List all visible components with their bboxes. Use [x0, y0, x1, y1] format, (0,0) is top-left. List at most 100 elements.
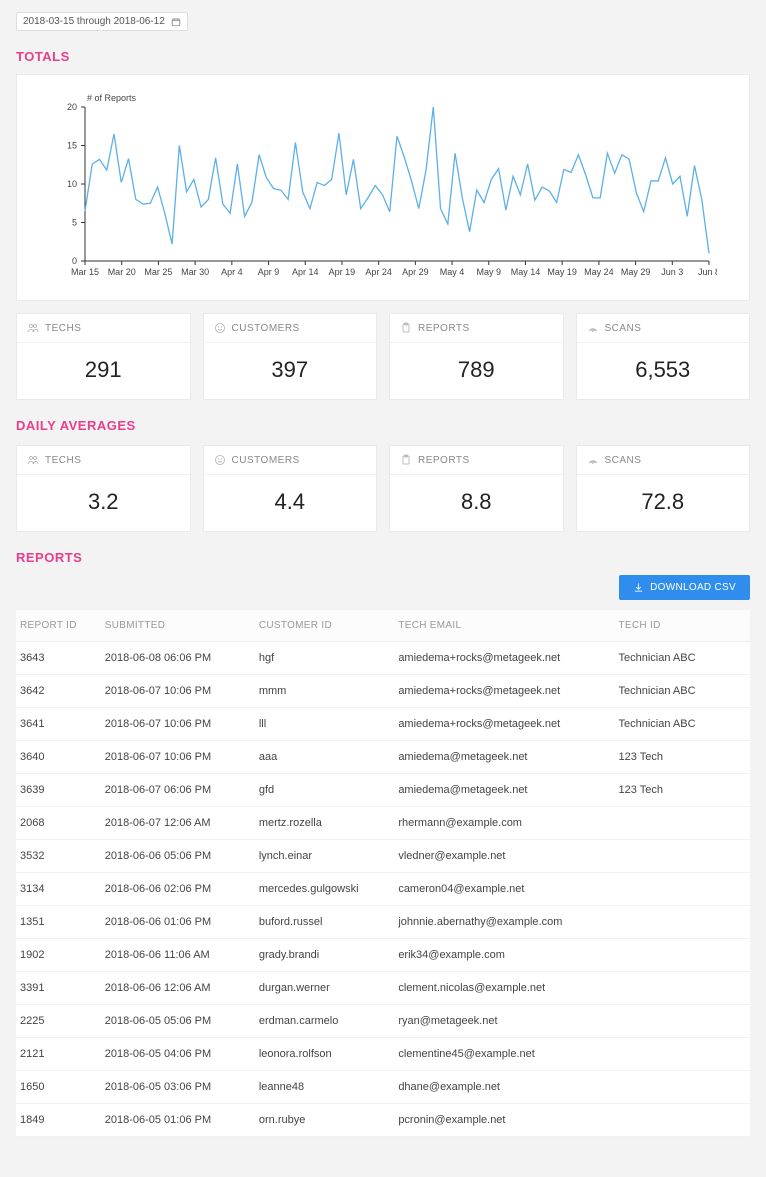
svg-text:Mar 20: Mar 20	[108, 267, 136, 277]
table-cell: dhane@example.net	[390, 1071, 610, 1104]
table-cell: leanne48	[251, 1071, 390, 1104]
table-cell: pcronin@example.net	[390, 1104, 610, 1137]
table-header[interactable]: TECH EMAIL	[390, 610, 610, 642]
table-cell: 2018-06-07 10:06 PM	[97, 675, 251, 708]
svg-text:Apr 4: Apr 4	[221, 267, 243, 277]
table-cell: grady.brandi	[251, 939, 390, 972]
svg-text:Mar 15: Mar 15	[71, 267, 99, 277]
stat-value: 4.4	[204, 475, 377, 531]
table-row[interactable]: 36402018-06-07 10:06 PMaaaamiedema@metag…	[16, 741, 750, 774]
table-row[interactable]: 16502018-06-05 03:06 PMleanne48dhane@exa…	[16, 1071, 750, 1104]
svg-text:Apr 29: Apr 29	[402, 267, 429, 277]
table-cell: 123 Tech	[611, 774, 751, 807]
table-row[interactable]: 19022018-06-06 11:06 AMgrady.brandierik3…	[16, 939, 750, 972]
table-cell: mercedes.gulgowski	[251, 873, 390, 906]
svg-text:May 4: May 4	[440, 267, 465, 277]
download-csv-button[interactable]: DOWNLOAD CSV	[619, 575, 750, 600]
table-cell: erik34@example.com	[390, 939, 610, 972]
stat-card-techs: TECHS 291	[16, 313, 191, 400]
table-row[interactable]: 36422018-06-07 10:06 PMmmmamiedema+rocks…	[16, 675, 750, 708]
svg-text:Apr 19: Apr 19	[329, 267, 356, 277]
stat-value: 3.2	[17, 475, 190, 531]
table-cell: 3134	[16, 873, 97, 906]
chart-ylabel: # of Reports	[87, 93, 136, 103]
stat-label: TECHS	[45, 323, 81, 334]
table-header[interactable]: SUBMITTED	[97, 610, 251, 642]
table-row[interactable]: 35322018-06-06 05:06 PMlynch.einarvledne…	[16, 840, 750, 873]
avg-card-customers: CUSTOMERS 4.4	[203, 445, 378, 532]
table-cell: cameron04@example.net	[390, 873, 610, 906]
avg-card-scans: SCANS 72.8	[576, 445, 751, 532]
table-row[interactable]: 36392018-06-07 06:06 PMgfdamiedema@metag…	[16, 774, 750, 807]
svg-text:May 19: May 19	[547, 267, 577, 277]
reports-table: REPORT IDSUBMITTEDCUSTOMER IDTECH EMAILT…	[16, 610, 750, 1137]
stat-card-scans: SCANS 6,553	[576, 313, 751, 400]
table-header[interactable]: TECH ID	[611, 610, 751, 642]
table-cell	[611, 873, 751, 906]
table-cell: 2018-06-06 12:06 AM	[97, 972, 251, 1005]
clipboard-icon	[400, 322, 412, 334]
table-header[interactable]: CUSTOMER ID	[251, 610, 390, 642]
table-cell: johnnie.abernathy@example.com	[390, 906, 610, 939]
table-header[interactable]: REPORT ID	[16, 610, 97, 642]
table-cell: 2018-06-05 01:06 PM	[97, 1104, 251, 1137]
table-cell	[611, 807, 751, 840]
date-range-picker[interactable]: 2018-03-15 through 2018-06-12	[16, 12, 188, 31]
stat-value: 397	[204, 343, 377, 399]
table-cell: 1650	[16, 1071, 97, 1104]
table-cell: amiedema+rocks@metageek.net	[390, 675, 610, 708]
table-cell	[611, 1104, 751, 1137]
table-row[interactable]: 36432018-06-08 06:06 PMhgfamiedema+rocks…	[16, 642, 750, 675]
signal-icon	[587, 322, 599, 334]
table-row[interactable]: 36412018-06-07 10:06 PMlllamiedema+rocks…	[16, 708, 750, 741]
table-cell: buford.russel	[251, 906, 390, 939]
table-cell	[611, 972, 751, 1005]
table-cell: 2018-06-05 03:06 PM	[97, 1071, 251, 1104]
table-cell	[611, 1038, 751, 1071]
reports-line-chart: 05101520Mar 15Mar 20Mar 25Mar 30Apr 4Apr…	[37, 95, 717, 285]
smile-icon	[214, 322, 226, 334]
svg-text:15: 15	[67, 141, 77, 151]
table-cell: amiedema+rocks@metageek.net	[390, 642, 610, 675]
table-row[interactable]: 31342018-06-06 02:06 PMmercedes.gulgowsk…	[16, 873, 750, 906]
avg-card-techs: TECHS 3.2	[16, 445, 191, 532]
table-cell: amiedema@metageek.net	[390, 741, 610, 774]
table-cell	[611, 1005, 751, 1038]
stat-label: CUSTOMERS	[232, 455, 300, 466]
table-cell: 2018-06-07 10:06 PM	[97, 708, 251, 741]
table-cell: hgf	[251, 642, 390, 675]
table-cell: 2018-06-06 11:06 AM	[97, 939, 251, 972]
download-icon	[633, 582, 644, 593]
table-row[interactable]: 18492018-06-05 01:06 PMorn.rubyepcronin@…	[16, 1104, 750, 1137]
reports-chart-card: # of Reports 05101520Mar 15Mar 20Mar 25M…	[16, 74, 750, 301]
table-cell: mmm	[251, 675, 390, 708]
table-row[interactable]: 13512018-06-06 01:06 PMbuford.russeljohn…	[16, 906, 750, 939]
table-cell: clementine45@example.net	[390, 1038, 610, 1071]
svg-text:10: 10	[67, 179, 77, 189]
table-cell: lll	[251, 708, 390, 741]
table-cell: Technician ABC	[611, 675, 751, 708]
stat-label: REPORTS	[418, 323, 470, 334]
stat-label: TECHS	[45, 455, 81, 466]
smile-icon	[214, 454, 226, 466]
table-cell: 3391	[16, 972, 97, 1005]
stat-value: 6,553	[577, 343, 750, 399]
users-icon	[27, 322, 39, 334]
averages-heading: DAILY AVERAGES	[16, 418, 750, 433]
table-cell: 2018-06-07 06:06 PM	[97, 774, 251, 807]
table-row[interactable]: 33912018-06-06 12:06 AMdurgan.wernerclem…	[16, 972, 750, 1005]
signal-icon	[587, 454, 599, 466]
table-row[interactable]: 20682018-06-07 12:06 AMmertz.rozellarher…	[16, 807, 750, 840]
table-cell	[611, 906, 751, 939]
svg-text:May 14: May 14	[511, 267, 541, 277]
totals-stats-row: TECHS 291 CUSTOMERS 397 REPORTS 789 SCAN…	[16, 313, 750, 400]
table-row[interactable]: 21212018-06-05 04:06 PMleonora.rolfsoncl…	[16, 1038, 750, 1071]
table-cell: 3532	[16, 840, 97, 873]
svg-text:May 29: May 29	[621, 267, 651, 277]
avg-card-reports: REPORTS 8.8	[389, 445, 564, 532]
table-cell: 2018-06-08 06:06 PM	[97, 642, 251, 675]
table-cell: 2018-06-05 05:06 PM	[97, 1005, 251, 1038]
table-cell: erdman.carmelo	[251, 1005, 390, 1038]
svg-text:May 9: May 9	[477, 267, 502, 277]
table-row[interactable]: 22252018-06-05 05:06 PMerdman.carmelorya…	[16, 1005, 750, 1038]
